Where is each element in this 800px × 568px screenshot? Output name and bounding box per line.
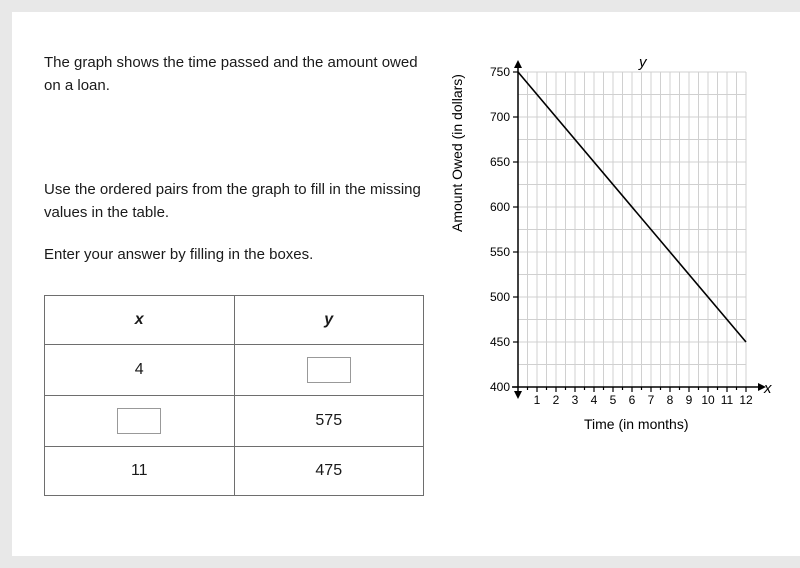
cell-y-0 [234,344,424,395]
instruction-text: Use the ordered pairs from the graph to … [44,179,424,224]
svg-text:550: 550 [490,245,510,259]
table-row: 4 [45,344,424,395]
cell-x-2: 11 [45,446,235,495]
cell-x-0: 4 [45,344,235,395]
table-header-y: y [234,295,424,344]
chart-container: y x 400450500550600650700750123456789101… [454,52,770,412]
svg-text:10: 10 [701,393,715,407]
y-axis-title: Amount Owed (in dollars) [449,74,465,232]
left-column: The graph shows the time passed and the … [44,52,424,526]
svg-text:8: 8 [667,393,674,407]
answer-input[interactable] [117,408,161,434]
table-header-x: x [45,295,235,344]
svg-text:650: 650 [490,155,510,169]
svg-text:7: 7 [648,393,655,407]
svg-text:12: 12 [739,393,753,407]
svg-text:750: 750 [490,65,510,79]
svg-text:1: 1 [534,393,541,407]
intro-text: The graph shows the time passed and the … [44,52,424,97]
cell-y-2: 475 [234,446,424,495]
svg-text:600: 600 [490,200,510,214]
cell-y-1: 575 [234,395,424,446]
svg-text:3: 3 [572,393,579,407]
line-chart: 400450500550600650700750123456789101112 [454,52,784,408]
cell-x-1 [45,395,235,446]
table-row: 575 [45,395,424,446]
xy-table: x y 4 575 11 475 [44,295,424,496]
svg-text:500: 500 [490,290,510,304]
svg-text:6: 6 [629,393,636,407]
svg-text:2: 2 [553,393,560,407]
svg-text:450: 450 [490,335,510,349]
svg-text:700: 700 [490,110,510,124]
x-axis-title: Time (in months) [584,416,689,432]
svg-text:4: 4 [591,393,598,407]
svg-text:5: 5 [610,393,617,407]
svg-text:400: 400 [490,380,510,394]
svg-text:11: 11 [721,393,734,407]
prompt-text: Enter your answer by filling in the boxe… [44,244,424,267]
answer-input[interactable] [307,357,351,383]
table-row: 11 475 [45,446,424,495]
worksheet-page: The graph shows the time passed and the … [12,12,800,556]
svg-text:9: 9 [686,393,693,407]
